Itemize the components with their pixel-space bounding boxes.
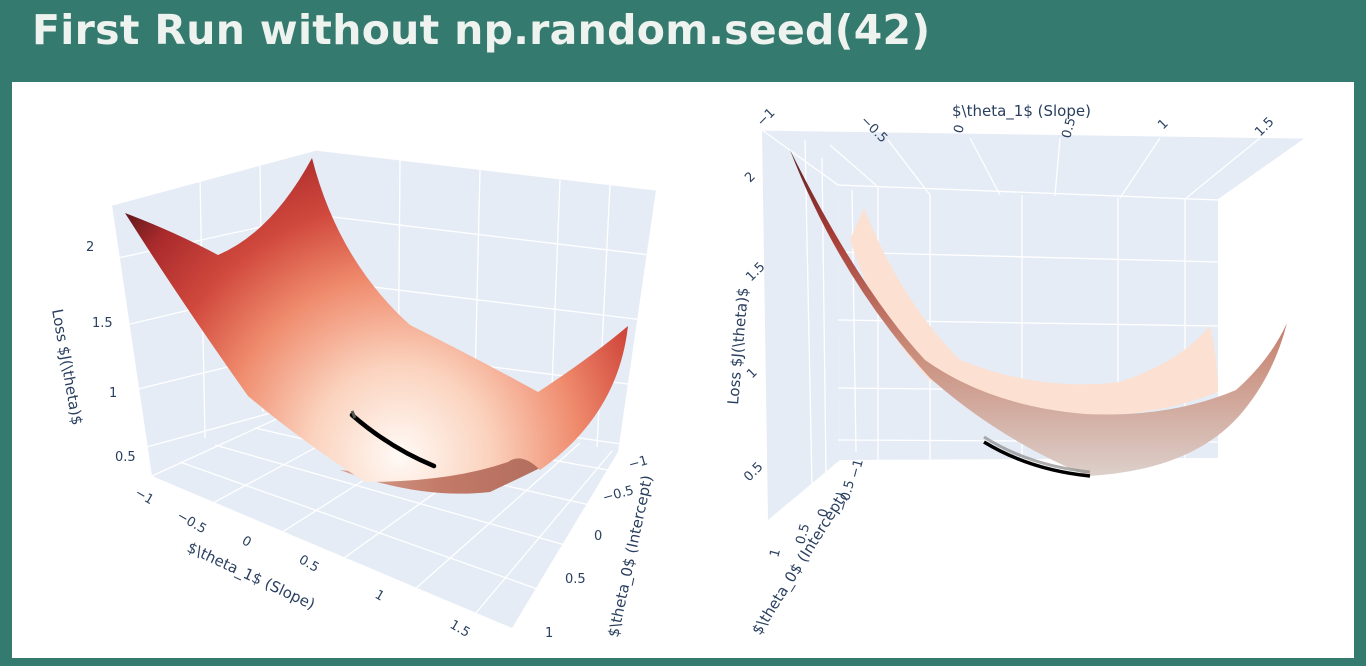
left-x-tick: 1.5 <box>447 617 472 640</box>
left-y-tick: −0.5 <box>601 483 635 506</box>
page-title: First Run without np.random.seed(42) <box>32 6 931 54</box>
left-z-tick: 2 <box>86 240 94 255</box>
left-x-tick: 0.5 <box>296 552 321 575</box>
left-descent-path <box>349 412 437 469</box>
left-y-tick: 0.5 <box>565 572 586 587</box>
right-3d-chart: $\theta_1$ (Slope) −1 −0.5 0 0.5 1 1.5 2… <box>724 102 1307 639</box>
right-y-tick: −1 <box>847 458 866 480</box>
left-x-tick: −0.5 <box>174 508 209 537</box>
plots-panel: 2 1.5 1 0.5 Loss $J(\theta)$ −1 −0.5 0 0… <box>12 82 1354 658</box>
right-y-tick: 0 <box>815 507 832 519</box>
left-x-tick: 1 <box>372 587 387 604</box>
left-y-tick: 1 <box>545 626 553 641</box>
right-descent-path <box>983 440 1091 478</box>
right-x-tick: −1 <box>754 106 778 130</box>
right-x-axis-label: $\theta_1$ (Slope) <box>952 102 1091 121</box>
left-x-tick: −1 <box>132 485 156 508</box>
right-x-tick: 0.5 <box>1059 116 1079 140</box>
right-y-axis-label: $\theta_0$ (Intercept) <box>748 489 852 639</box>
right-loss-surface <box>790 150 1287 476</box>
right-z-tick: 2 <box>742 169 758 185</box>
right-x-tick: 1 <box>1155 116 1171 132</box>
left-z-tick: 1 <box>109 386 117 401</box>
right-x-tick: 1.5 <box>1252 115 1277 140</box>
right-surface-back <box>850 208 1218 416</box>
left-x-tick: 0 <box>239 533 254 550</box>
right-y-tick: 1 <box>767 547 784 559</box>
right-z-axis-label: Loss $J(\theta)$ <box>724 287 752 406</box>
charts-canvas: 2 1.5 1 0.5 Loss $J(\theta)$ −1 −0.5 0 0… <box>48 102 1307 641</box>
left-z-tick: 0.5 <box>115 450 136 465</box>
right-floor-top <box>762 130 1306 200</box>
left-z-axis-label: Loss $J(\theta)$ <box>48 308 86 427</box>
left-loss-surface <box>125 158 628 482</box>
right-x-tick: 0 <box>951 123 968 135</box>
right-z-tick: 1 <box>744 365 760 381</box>
left-x-axis-label: $\theta_1$ (Slope) <box>184 538 318 614</box>
left-y-tick: −1 <box>627 453 649 472</box>
left-z-tick: 1.5 <box>92 316 113 331</box>
left-3d-chart: 2 1.5 1 0.5 Loss $J(\theta)$ −1 −0.5 0 0… <box>48 149 657 641</box>
left-y-tick: 0 <box>594 529 602 544</box>
right-z-tick: 0.5 <box>741 460 766 485</box>
right-y-tick: 0.5 <box>793 522 813 546</box>
right-wall-left <box>762 130 840 520</box>
